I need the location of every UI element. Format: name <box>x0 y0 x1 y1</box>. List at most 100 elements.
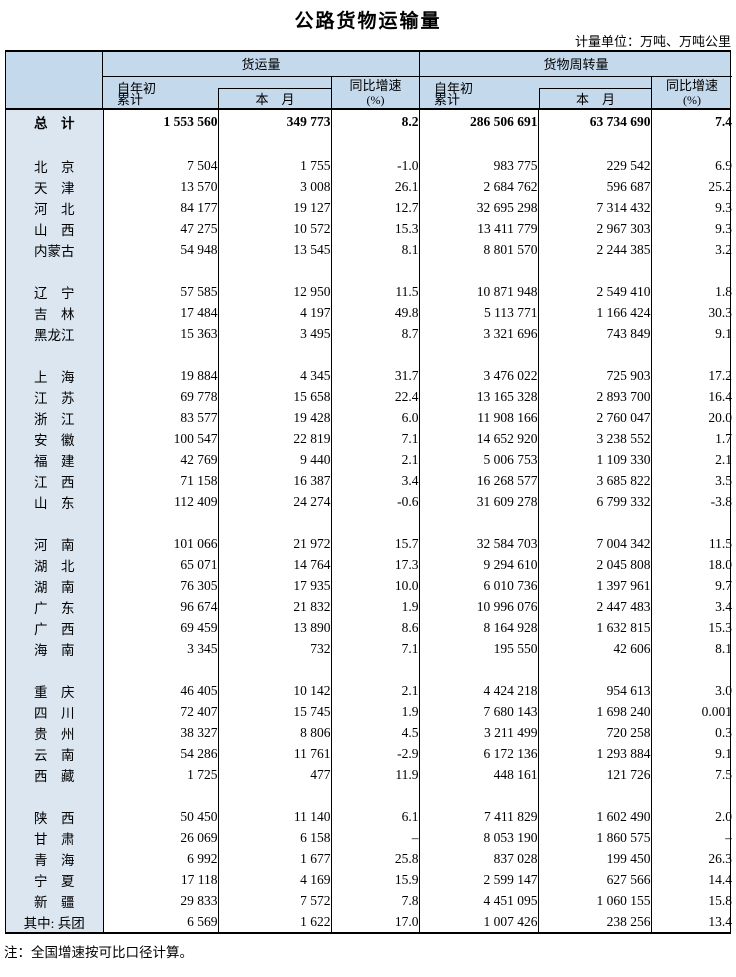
turnover-growth-cell: 0.001 <box>650 701 732 722</box>
freight-cumulative-cell: 1 553 560 <box>102 110 218 134</box>
freight-month-cell: 732 <box>217 638 331 659</box>
freight-cumulative-label-line2: 累计 <box>117 92 144 107</box>
freight-cumulative-cell <box>102 134 218 155</box>
freight-growth-cell: 3.4 <box>330 470 419 491</box>
table-row: 陕 西 50 450 11 140 6.1 7 411 829 1 602 49… <box>6 806 732 827</box>
freight-cumulative-cell: 42 769 <box>102 449 218 470</box>
turnover-growth-cell: 2.1 <box>650 449 732 470</box>
freight-month-cell <box>217 659 331 680</box>
turnover-growth-cell: 3.2 <box>650 239 732 260</box>
freight-growth-cell: – <box>330 827 419 848</box>
turnover-cumulative-cell <box>418 344 538 365</box>
table-row: 河 南 101 066 21 972 15.7 32 584 703 7 004… <box>6 533 732 554</box>
freight-growth-cell: 8.7 <box>330 323 419 344</box>
freight-month-cell: 1 622 <box>217 911 331 932</box>
freight-growth-cell: 22.4 <box>330 386 419 407</box>
freight-growth-cell <box>330 785 419 806</box>
turnover-cumulative-cell: 5 006 753 <box>418 449 538 470</box>
turnover-growth-cell: 25.2 <box>650 176 732 197</box>
turnover-month-cell: 2 447 483 <box>537 596 651 617</box>
turnover-growth-cell: 13.4 <box>650 911 732 932</box>
turnover-month-cell: 42 606 <box>537 638 651 659</box>
table-row: 黑龙江 15 363 3 495 8.7 3 321 696 743 849 9… <box>6 323 732 344</box>
freight-cumulative-cell: 54 948 <box>102 239 218 260</box>
turnover-cumulative-cell: 2 684 762 <box>418 176 538 197</box>
freight-growth-cell: 7.1 <box>330 638 419 659</box>
table-row: 江 苏 69 778 15 658 22.4 13 165 328 2 893 … <box>6 386 732 407</box>
turnover-growth-cell: 6.9 <box>650 155 732 176</box>
freight-cumulative-cell: 17 118 <box>102 869 218 890</box>
region-cell: 广 西 <box>6 617 103 638</box>
turnover-growth-cell: 3.0 <box>650 680 732 701</box>
turnover-growth-cell: 3.4 <box>650 596 732 617</box>
turnover-cumulative-cell: 3 476 022 <box>418 365 538 386</box>
freight-month-cell: 3 008 <box>217 176 331 197</box>
region-cell: 重 庆 <box>6 680 103 701</box>
freight-cumulative-cell: 19 884 <box>102 365 218 386</box>
region-cell: 湖 南 <box>6 575 103 596</box>
freight-growth-cell: 17.3 <box>330 554 419 575</box>
turnover-growth-cell: 9.3 <box>650 197 732 218</box>
freight-month-cell <box>217 785 331 806</box>
region-cell: 福 建 <box>6 449 103 470</box>
table-row: 北 京 7 504 1 755 -1.0 983 775 229 542 6.9 <box>6 155 732 176</box>
turnover-cumulative-cell: 5 113 771 <box>418 302 538 323</box>
turnover-growth-cell: 8.1 <box>650 638 732 659</box>
freight-growth-cell: 1.9 <box>330 701 419 722</box>
freight-cumulative-cell: 38 327 <box>102 722 218 743</box>
freight-month-cell: 4 169 <box>217 869 331 890</box>
freight-month-cell: 21 832 <box>217 596 331 617</box>
region-cell: 湖 北 <box>6 554 103 575</box>
freight-month-cell <box>217 134 331 155</box>
turnover-cumulative-cell: 13 411 779 <box>418 218 538 239</box>
turnover-cumulative-cell: 448 161 <box>418 764 538 785</box>
turnover-growth-cell: 1.8 <box>650 281 732 302</box>
freight-cumulative-cell: 100 547 <box>102 428 218 449</box>
freight-cumulative-label-line1: 自年初 <box>117 81 157 96</box>
region-cell: 江 西 <box>6 470 103 491</box>
freight-month-cell: 19 127 <box>217 197 331 218</box>
freight-cumulative-cell <box>102 344 218 365</box>
turnover-cumulative-cell: 10 996 076 <box>418 596 538 617</box>
freight-month-cell: 7 572 <box>217 890 331 911</box>
turnover-month-cell: 1 602 490 <box>537 806 651 827</box>
turnover-growth-cell: 20.0 <box>650 407 732 428</box>
turnover-cumulative-cell: 8 164 928 <box>418 617 538 638</box>
region-cell: 安 徽 <box>6 428 103 449</box>
freight-cumulative-cell: 6 569 <box>102 911 218 932</box>
region-cell: 辽 宁 <box>6 281 103 302</box>
freight-month-cell: 22 819 <box>217 428 331 449</box>
table-row <box>6 785 732 806</box>
freight-cumulative-cell <box>102 512 218 533</box>
header-freight-sub-cell: 自年初 累计 本 月 <box>103 77 331 110</box>
freight-month-cell: 13 890 <box>217 617 331 638</box>
turnover-cumulative-cell: 7 680 143 <box>418 701 538 722</box>
region-cell: 浙 江 <box>6 407 103 428</box>
turnover-growth-cell: -3.8 <box>650 491 732 512</box>
turnover-month-cell: 1 109 330 <box>537 449 651 470</box>
freight-growth-cell: 8.6 <box>330 617 419 638</box>
header-region-cell <box>6 52 103 110</box>
turnover-cumulative-cell: 837 028 <box>418 848 538 869</box>
freight-month-cell: 13 545 <box>217 239 331 260</box>
turnover-month-cell: 229 542 <box>537 155 651 176</box>
region-cell: 四 川 <box>6 701 103 722</box>
region-cell: 河 南 <box>6 533 103 554</box>
freight-month-cell: 10 572 <box>217 218 331 239</box>
turnover-growth-header-cell: 同比增速 (%) <box>651 77 732 110</box>
turnover-cumulative-cell: 4 451 095 <box>418 890 538 911</box>
region-cell <box>6 344 103 365</box>
freight-growth-cell: 17.0 <box>330 911 419 932</box>
turnover-month-header-cell: 本 月 <box>539 88 651 110</box>
region-cell <box>6 260 103 281</box>
unit-note: 计量单位：万吨、万吨公里 <box>574 34 731 49</box>
turnover-month-cell: 238 256 <box>537 911 651 932</box>
turnover-month-cell: 1 293 884 <box>537 743 651 764</box>
freight-cumulative-cell: 69 459 <box>102 617 218 638</box>
freight-cumulative-cell: 7 504 <box>102 155 218 176</box>
turnover-cumulative-cell: 6 010 736 <box>418 575 538 596</box>
table-row: 山 东 112 409 24 274 -0.6 31 609 278 6 799… <box>6 491 732 512</box>
freight-month-cell: 8 806 <box>217 722 331 743</box>
turnover-month-cell: 1 397 961 <box>537 575 651 596</box>
turnover-cumulative-cell: 983 775 <box>418 155 538 176</box>
